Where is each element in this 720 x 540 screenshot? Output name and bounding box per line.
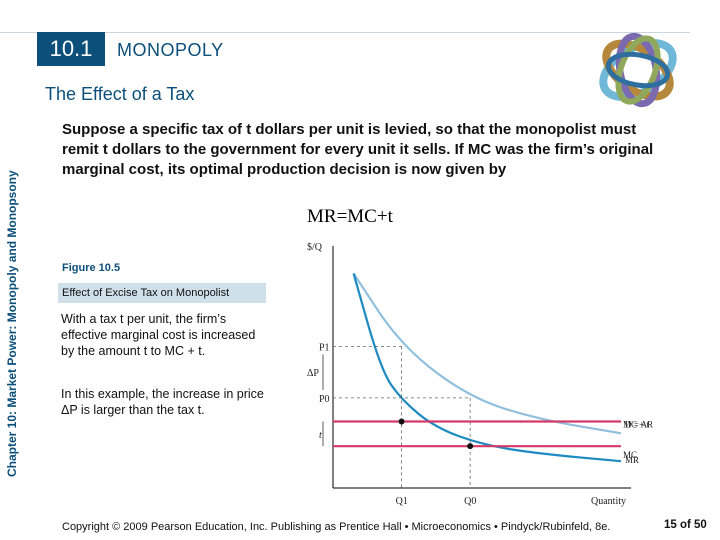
series-line-1 <box>352 273 622 463</box>
y-tick-p1: P1 <box>319 342 330 353</box>
slide-subtitle: The Effect of a Tax <box>45 84 195 104</box>
tax-effect-chart: $/Q Quantity D = AR MR MC + t MC Q1 Q0 P1 P0 ΔP t <box>307 242 653 507</box>
data-point-0 <box>398 418 405 425</box>
header-divider <box>0 32 690 33</box>
series-label-2: MC + t <box>623 419 650 429</box>
series-label-1: MR <box>625 455 639 465</box>
footer-copyright: Copyright © 2009 Pearson Education, Inc.… <box>62 521 611 533</box>
header-band: 10.1 MONOPOLY The Effect of a Tax <box>0 0 720 104</box>
series-line-0 <box>352 272 622 435</box>
section-number: 10.1 <box>37 32 105 66</box>
y-tick-p0: P0 <box>319 394 330 405</box>
decorative-rings-icon <box>599 32 677 108</box>
figure-title: Effect of Excise Tax on Monopolist <box>58 283 266 303</box>
series-label-0: D = AR <box>625 419 653 429</box>
x-tick-q1: Q1 <box>396 496 408 507</box>
figure-text-2: In this example, the increase in price Δ… <box>61 387 264 417</box>
chapter-label: Chapter 10: Market Power: Monopoly and M… <box>5 170 19 477</box>
t-label: t <box>319 430 322 441</box>
y-axis-label: $/Q <box>307 242 323 253</box>
page-number: 15 of 50 <box>664 519 707 531</box>
series-label-3: MC <box>623 450 637 460</box>
figure-text-1: With a tax t per unit, the firm’s effect… <box>61 312 256 358</box>
delta-p-label: ΔP <box>307 368 319 379</box>
tax-formula: MR=MC+t <box>307 206 394 227</box>
x-axis-label: Quantity <box>591 496 626 507</box>
section-title: MONOPOLY <box>117 40 224 60</box>
x-tick-q0: Q0 <box>464 496 476 507</box>
figure-number: Figure 10.5 <box>62 262 121 274</box>
intro-paragraph: Suppose a specific tax of t dollars per … <box>62 121 654 178</box>
data-point-1 <box>467 443 474 450</box>
formula-text: MR=MC+t <box>307 206 394 227</box>
